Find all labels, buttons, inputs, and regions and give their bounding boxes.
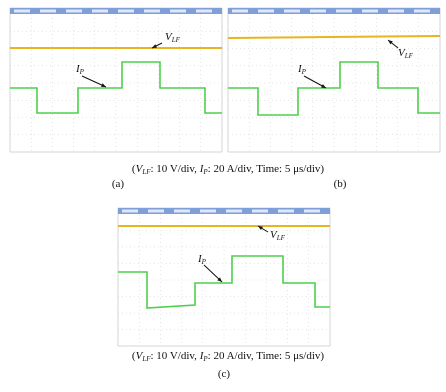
screen (118, 208, 330, 346)
header-field (66, 10, 82, 13)
header-field (414, 10, 430, 13)
header-field (258, 10, 274, 13)
panel-label: (b) (334, 178, 347, 190)
header-field (284, 10, 300, 13)
header-field (196, 10, 212, 13)
header-field (252, 210, 268, 213)
caption: (VLF: 10 V/div, IP: 20 A/div, Time: 5 μs… (132, 163, 325, 176)
header-field (122, 210, 138, 213)
header-field (174, 210, 190, 213)
panel-label: (a) (112, 178, 125, 190)
header-field (310, 10, 326, 13)
header-field (92, 10, 108, 13)
header-field (200, 210, 216, 213)
header-field (336, 10, 352, 13)
header-field (40, 10, 56, 13)
header-field (170, 10, 186, 13)
header-field (232, 10, 248, 13)
header-field (304, 210, 320, 213)
header-field (226, 210, 242, 213)
header-field (278, 210, 294, 213)
header-field (362, 10, 378, 13)
header-field (14, 10, 30, 13)
panel-label: (c) (218, 368, 231, 380)
figure: (VLF: 10 V/div, IP: 20 A/div, Time: 5 μs… (0, 0, 446, 392)
caption: (VLF: 10 V/div, IP: 20 A/div, Time: 5 μs… (132, 350, 325, 363)
header-field (388, 10, 404, 13)
header-field (118, 10, 134, 13)
header-field (144, 10, 160, 13)
header-field (148, 210, 164, 213)
